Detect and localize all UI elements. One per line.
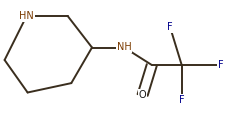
Text: HN: HN <box>19 11 34 21</box>
Text: F: F <box>217 60 223 70</box>
Text: F: F <box>178 95 184 105</box>
Text: F: F <box>167 22 172 32</box>
Text: O: O <box>138 90 146 100</box>
Text: NH: NH <box>116 42 131 52</box>
